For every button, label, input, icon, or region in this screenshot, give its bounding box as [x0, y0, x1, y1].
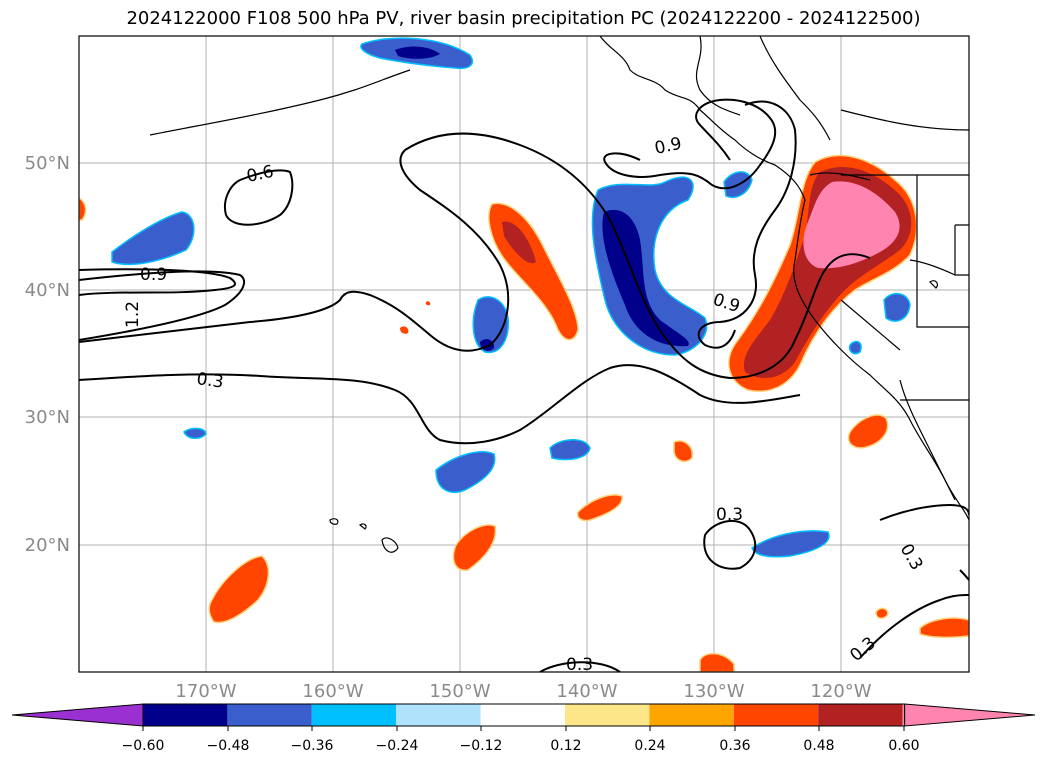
lon-label: 140°W: [556, 681, 617, 702]
colorbar-box: [733, 704, 819, 726]
colorbar: −0.60 −0.48 −0.36 −0.24 −0.12 0.12 0.24 0.36 0.4…: [11, 703, 1036, 754]
colorbar-tick-label: −0.12: [460, 738, 503, 754]
neg-area-nevada: [883, 293, 911, 322]
colorbar-box: [649, 704, 734, 726]
contour-0.9-west: [79, 270, 246, 341]
colorbar-tick-label: 0.24: [634, 738, 665, 754]
contour-0.3-se: [859, 593, 969, 659]
contour-label: 0.9: [140, 265, 167, 285]
pos-area-center-small: [673, 440, 693, 463]
contour-1.2: [79, 268, 236, 296]
pos-area-mexico: [847, 414, 889, 449]
map-area: [79, 36, 969, 672]
colorbar-tick-label: 0.48: [803, 738, 834, 754]
neg-area-155w: [435, 451, 496, 493]
coastlines: [149, 36, 969, 553]
contour-0.6: [224, 169, 294, 226]
contour-0.3-bottom: [539, 661, 621, 672]
colorbar-box: [396, 704, 481, 726]
lat-label: 30°N: [25, 407, 70, 428]
contour-0.9-east: [603, 98, 777, 190]
contour-label: 0.3: [566, 655, 593, 675]
neg-area-172w: [183, 427, 207, 439]
colorbar-tick-label: −0.24: [376, 738, 419, 754]
colorbar-tick-label: −0.60: [122, 738, 165, 754]
contour-label: 0.3: [716, 505, 743, 525]
neg-area-socal: [848, 340, 862, 355]
pos-area-coast-core: [803, 181, 900, 269]
contour-0.9-main: [404, 132, 871, 380]
lat-labels: 50°N 40°N 30°N 20°N: [25, 153, 70, 556]
colorbar-extend-high: [904, 703, 1036, 727]
neg-area-170w: [111, 211, 195, 266]
contour-0.3-south: [703, 520, 757, 570]
colorbar-box: [902, 704, 905, 726]
colorbar-box: [227, 704, 312, 726]
colorbar-outline: [142, 703, 906, 727]
negative-pc-areas: [111, 37, 911, 558]
positive-pc-areas: [79, 154, 969, 672]
colorbar-tick-label: 0.36: [719, 738, 750, 754]
lon-label: 150°W: [429, 681, 490, 702]
colorbar-tick-label: 0.60: [888, 738, 919, 754]
lat-label: 50°N: [25, 153, 70, 174]
contour-label: 0.3: [195, 369, 225, 393]
lat-label: 40°N: [25, 280, 70, 301]
neg-area-150w: [472, 296, 509, 354]
colorbar-tick-label: 0.12: [550, 738, 581, 754]
contour-label: 1.2: [123, 301, 143, 328]
lon-label: 130°W: [683, 681, 744, 702]
neg-area-main-core: [602, 209, 689, 347]
colorbar-extend-low: [11, 703, 144, 727]
lon-label: 170°W: [175, 681, 236, 702]
lon-labels: 170°W 160°W 150°W 140°W 130°W 120°W: [175, 681, 871, 702]
pos-area-130w-bottom: [699, 652, 735, 672]
pos-area-dot-b: [425, 301, 431, 306]
pos-area-west-edge: [79, 197, 87, 221]
neg-area-alaska-core: [395, 46, 440, 59]
pos-area-140w-south: [576, 494, 623, 522]
map-title: 2024122000 F108 500 hPa PV, river basin …: [126, 8, 921, 29]
pos-area-145w-core: [502, 221, 536, 264]
pos-area-150w-south: [452, 524, 497, 571]
lat-label: 20°N: [25, 535, 70, 556]
lon-label: 120°W: [810, 681, 871, 702]
pos-area-dot-a: [400, 326, 409, 334]
colorbar-box: [565, 704, 650, 726]
colorbar-box: [143, 704, 228, 726]
neg-area-140w: [549, 439, 591, 461]
neg-area-130w: [751, 530, 830, 558]
contour-0.3-main: [79, 364, 801, 445]
pos-area-se-a: [919, 617, 969, 639]
pv-contours: [79, 98, 969, 672]
colorbar-box: [311, 704, 397, 726]
pos-area-se-b: [875, 607, 889, 619]
colorbar-tick-label: −0.48: [207, 738, 250, 754]
colorbar-box: [480, 704, 565, 726]
pos-area-165w: [208, 555, 270, 624]
map-frame: [78, 35, 970, 673]
lon-label: 160°W: [302, 681, 363, 702]
colorbar-tick-label: −0.36: [291, 738, 334, 754]
colorbar-box: [818, 704, 903, 726]
